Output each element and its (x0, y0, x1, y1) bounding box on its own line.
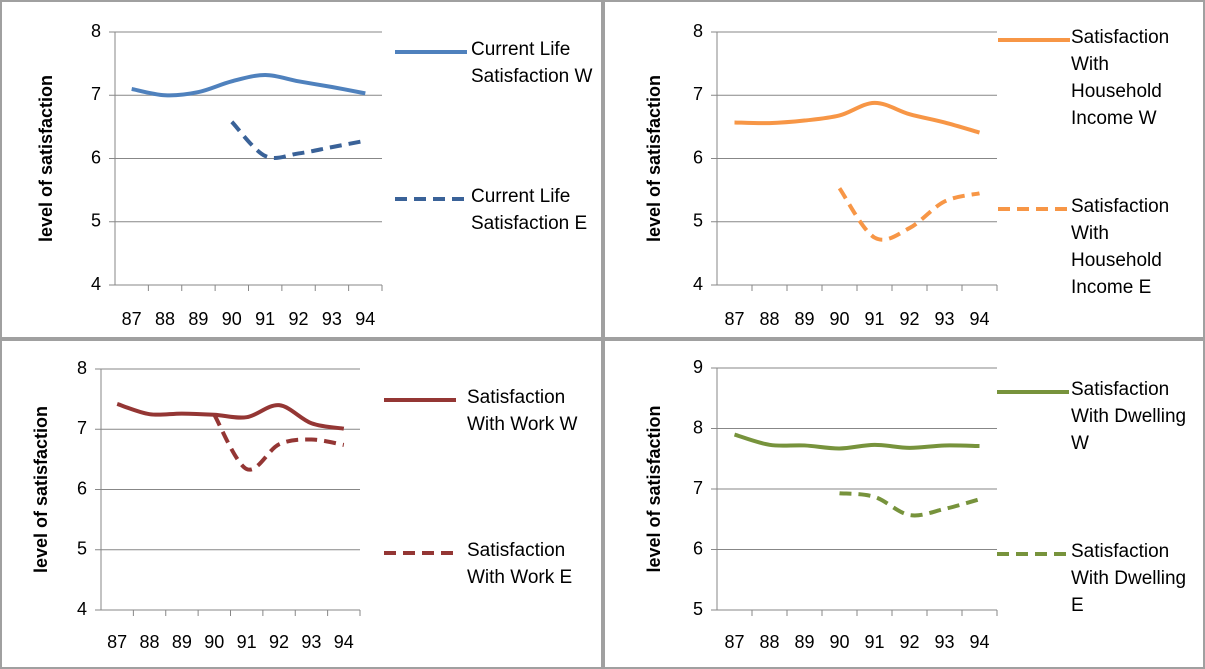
x-tick-label: 93 (934, 309, 954, 329)
x-tick-label: 88 (155, 309, 175, 329)
legend-label: Current Life Satisfaction E (471, 186, 588, 234)
chart: 4 5 6 7 8 87 88 89 90 91 92 93 94 level of satisfacti… (644, 21, 1070, 329)
y-tick-label: 6 (693, 538, 703, 558)
legend-label: Satisfaction With Dwelling E (1071, 541, 1187, 616)
x-tick-label: 91 (864, 309, 884, 329)
y-tick-label: 7 (693, 84, 703, 104)
series-line (131, 73, 366, 98)
series-line (230, 120, 366, 161)
y-tick-label: 5 (693, 599, 703, 619)
y-tick-label: 9 (693, 357, 703, 377)
y-tick-label: 4 (77, 599, 87, 619)
x-tick-label: 87 (724, 632, 744, 652)
chart-panel: 5 6 7 8 9 87 88 89 90 91 92 93 94 level of satisfacti… (603, 339, 1205, 669)
chart-panel: 4 5 6 7 8 87 88 89 90 91 92 93 94 level of satisfacti… (603, 0, 1205, 339)
y-tick-label: 8 (693, 417, 703, 437)
x-tick-label: 89 (794, 309, 814, 329)
x-tick-label: 93 (322, 309, 342, 329)
legend-label: Satisfaction With Work E (467, 540, 573, 588)
x-tick-label: 94 (355, 309, 375, 329)
series-line (837, 187, 980, 242)
legend-label: Current Life Satisfaction W (471, 39, 593, 87)
y-axis-label: level of satisfaction (31, 406, 51, 573)
x-tick-label: 90 (222, 309, 242, 329)
x-tick-label: 93 (934, 632, 954, 652)
y-tick-label: 8 (693, 21, 703, 41)
x-tick-label: 91 (255, 309, 275, 329)
y-tick-label: 6 (91, 147, 101, 167)
legend-label: Satisfaction With Household Income E (1071, 196, 1170, 298)
x-tick-label: 91 (237, 632, 257, 652)
y-axis-label: level of satisfaction (36, 75, 56, 242)
y-tick-label: 7 (91, 84, 101, 104)
y-tick-label: 5 (91, 211, 101, 231)
chart-panel: 4 5 6 7 8 87 88 89 90 91 92 93 94 level of satisfacti… (0, 339, 603, 669)
x-tick-label: 90 (829, 309, 849, 329)
x-tick-label: 90 (204, 632, 224, 652)
legend-label: Satisfaction With Dwelling W (1071, 379, 1187, 454)
x-tick-label: 94 (969, 309, 989, 329)
y-tick-label: 4 (693, 274, 703, 294)
y-tick-label: 7 (693, 478, 703, 498)
y-tick-label: 4 (91, 274, 101, 294)
y-tick-label: 6 (77, 478, 87, 498)
x-tick-label: 92 (899, 309, 919, 329)
y-tick-label: 8 (91, 21, 101, 41)
x-tick-label: 90 (829, 632, 849, 652)
chart: 4 5 6 7 8 87 88 89 90 91 92 93 94 level of satisfacti… (36, 21, 467, 329)
y-tick-label: 5 (693, 211, 703, 231)
x-tick-label: 87 (724, 309, 744, 329)
y-tick-label: 6 (693, 147, 703, 167)
series-line (839, 491, 981, 518)
x-tick-label: 94 (969, 632, 989, 652)
x-tick-label: 89 (188, 309, 208, 329)
x-tick-label: 87 (107, 632, 127, 652)
y-axis-label: level of satisfaction (644, 75, 664, 242)
y-tick-label: 8 (77, 358, 87, 378)
y-tick-label: 7 (77, 418, 87, 438)
x-tick-label: 92 (899, 632, 919, 652)
x-tick-label: 94 (334, 632, 354, 652)
x-tick-label: 92 (289, 309, 309, 329)
chart: 4 5 6 7 8 87 88 89 90 91 92 93 94 level of satisfacti… (31, 358, 456, 652)
x-tick-label: 93 (301, 632, 321, 652)
x-tick-label: 88 (759, 309, 779, 329)
x-tick-label: 91 (864, 632, 884, 652)
x-tick-label: 89 (794, 632, 814, 652)
x-tick-label: 89 (172, 632, 192, 652)
legend-label: Satisfaction With Work W (467, 387, 578, 435)
series-line (116, 402, 345, 431)
series-line (734, 100, 981, 135)
y-axis-label: level of satisfaction (644, 405, 664, 572)
chart-panel: 4 5 6 7 8 87 88 89 90 91 92 93 94 level of satisfacti… (0, 0, 603, 339)
x-tick-label: 88 (140, 632, 160, 652)
series-line (733, 432, 980, 451)
x-tick-label: 88 (759, 632, 779, 652)
y-tick-label: 5 (77, 539, 87, 559)
legend-label: Satisfaction With Household Income W (1071, 27, 1170, 129)
series-line (212, 413, 345, 472)
x-tick-label: 92 (269, 632, 289, 652)
x-tick-label: 87 (122, 309, 142, 329)
